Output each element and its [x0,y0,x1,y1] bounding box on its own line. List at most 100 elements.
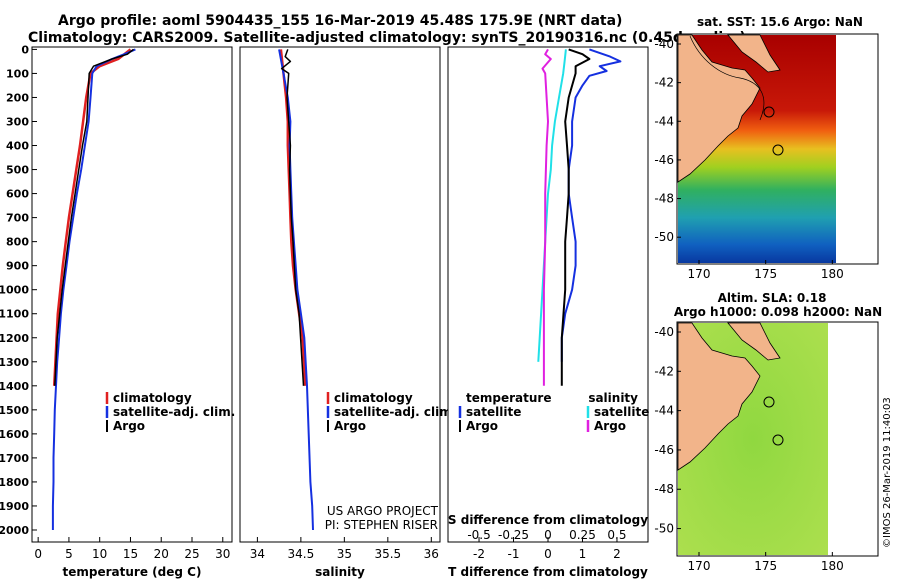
map-x-tick-label: 180 [821,559,844,573]
y-tick-label: 200 [6,91,29,104]
difference-series [537,48,622,386]
x-tick-label: 0 [544,547,552,561]
x-tick-label: 15 [123,547,138,561]
temperature-frame [31,46,233,543]
temperature-series [51,48,136,530]
map-y-tick-label: -40 [654,325,674,339]
salinity-series [278,49,314,531]
legend-climatology: climatology [113,391,192,405]
s-difference-label: S difference from climatology [448,513,648,527]
x-tick-label: 0 [34,547,42,561]
sst-map-x-ticks: 170 175 180 [688,260,844,281]
legend-argo: Argo [334,419,366,433]
temperature-x-ticks: 0 5 10 15 20 25 30 [34,537,230,561]
s-difference-x-ticks: -0.5 -0.25 0 0.25 0.5 [467,528,626,542]
sla-map: Altim. SLA: 0.18 Argo h1000: 0.098 h2000… [654,291,882,573]
s-tick-label: -0.5 [467,528,490,542]
map-x-tick-label: 180 [821,267,844,281]
series-t-satellite [560,48,622,362]
map-y-tick-label: -46 [654,153,674,167]
y-tick-label: 1300 [0,356,29,369]
map-x-tick-label: 175 [754,559,777,573]
map-y-tick-label: -50 [654,522,674,536]
y-tick-label: 400 [6,140,29,153]
y-tick-label: 1100 [0,308,29,321]
temperature-xlabel: temperature (deg C) [63,565,202,579]
difference-legend: temperature salinity satellite Argo sate… [458,391,649,433]
y-tick-label: 1400 [0,380,29,393]
sla-data-gap [828,323,877,555]
x-tick-label: 2 [613,547,621,561]
s-tick-label: 0 [544,528,552,542]
legend-s-argo: Argo [594,419,626,433]
s-tick-label: -0.25 [498,528,529,542]
salinity-legend: climatology satellite-adj. clim. Argo [326,391,456,433]
x-tick-label: 5 [65,547,73,561]
map-y-tick-label: -42 [654,364,674,378]
y-tick-label: 1500 [0,404,29,417]
map-y-tick-label: -48 [654,192,674,206]
x-tick-label: 1 [579,547,587,561]
y-tick-label: 2000 [0,524,29,537]
y-tick-label: 700 [6,212,29,225]
y-tick-label: 100 [6,67,29,80]
credit-pi: PI: STEPHEN RISER [325,518,438,532]
map-y-tick-label: -46 [654,443,674,457]
salinity-frame [239,46,441,543]
map-y-tick-label: -42 [654,76,674,90]
y-tick-label: 1800 [0,476,29,489]
series-argo [280,49,305,386]
y-tick-label: 1700 [0,452,29,465]
header-line1: Argo profile: aoml 5904435_155 16-Mar-20… [58,13,622,29]
x-tick-label: 20 [154,547,169,561]
legend-temperature-header: temperature [466,391,551,405]
temperature-legend: climatology satellite-adj. clim. Argo [105,391,235,433]
sst-map-y-ticks: -40 -42 -44 -46 -48 -50 [654,37,681,244]
map-y-tick-label: -50 [654,230,674,244]
legend-argo: Argo [113,419,145,433]
legend-t-argo: Argo [466,419,498,433]
y-tick-label: 800 [6,236,29,249]
watermark: ©IMOS 26-Mar-2019 11:40:03 [882,397,893,548]
x-tick-label: 10 [92,547,107,561]
series-s-argo [541,48,552,386]
sst-float-marker [763,106,775,118]
y-tick-label: 1000 [0,284,29,297]
series-satellite-adj-clim- [51,48,136,530]
series-climatology [52,48,132,386]
header-line2: Climatology: CARS2009. Satellite-adjuste… [28,30,746,46]
sla-map-x-ticks: 170 175 180 [688,552,844,573]
map-x-tick-label: 170 [688,267,711,281]
x-tick-label: -2 [473,547,485,561]
sst-float-marker [772,144,784,156]
map-x-tick-label: 170 [688,559,711,573]
y-tick-label: 1900 [0,500,29,513]
map-y-tick-label: -48 [654,482,674,496]
x-tick-label: 36 [424,547,439,561]
x-tick-label: 30 [215,547,230,561]
y-tick-label: 600 [6,188,29,201]
map-y-tick-label: -40 [654,37,674,51]
sla-float-marker [763,396,775,408]
sst-contour [689,35,765,121]
legend-satellite: satellite-adj. clim. [334,405,456,419]
map-y-tick-label: -44 [654,404,674,418]
t-difference-xlabel: T difference from climatology [448,565,648,579]
s-tick-label: 0.5 [607,528,626,542]
sst-land-north [727,34,781,73]
y-tick-label: 0 [21,43,29,56]
x-tick-label: 35.5 [374,547,401,561]
y-tick-label: 1200 [0,332,29,345]
series-argo [54,48,134,386]
x-tick-label: -1 [508,547,520,561]
sst-map-title: sat. SST: 15.6 Argo: NaN [697,15,863,29]
difference-panel: -2 -1 0 1 2 -0.5 -0.25 0 0.25 0.5 S difference f… [447,46,649,579]
legend-salinity-header: salinity [588,391,638,405]
s-tick-label: 0.25 [569,528,596,542]
series-satellite-adj-clim- [278,49,314,531]
credit-project: US ARGO PROJECT [327,504,439,518]
sst-data-gap [836,35,877,263]
sla-map-title-line1: Altim. SLA: 0.18 [718,291,827,305]
depth-y-ticks: 0 100 200 300 400 500 600 700 800 900 1000 1100 1200… [0,43,37,537]
